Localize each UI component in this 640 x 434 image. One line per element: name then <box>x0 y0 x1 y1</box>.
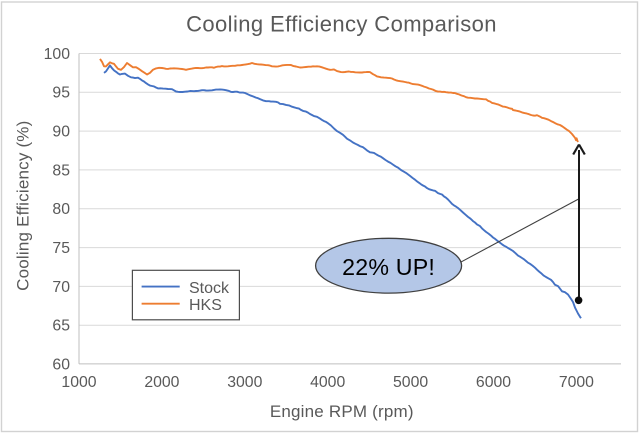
svg-text:95: 95 <box>52 85 70 102</box>
svg-text:Engine RPM (rpm): Engine RPM (rpm) <box>270 402 414 421</box>
svg-text:Cooling Efficiency Comparison: Cooling Efficiency Comparison <box>186 11 497 36</box>
svg-text:75: 75 <box>52 240 70 257</box>
svg-text:6000: 6000 <box>476 374 511 391</box>
svg-text:65: 65 <box>52 318 70 335</box>
svg-text:85: 85 <box>52 162 70 179</box>
svg-text:7000: 7000 <box>559 374 594 391</box>
svg-text:70: 70 <box>52 279 70 296</box>
svg-text:80: 80 <box>52 201 70 218</box>
svg-text:1000: 1000 <box>61 374 96 391</box>
svg-text:4000: 4000 <box>310 374 345 391</box>
svg-text:2000: 2000 <box>144 374 179 391</box>
svg-text:5000: 5000 <box>393 374 428 391</box>
svg-text:HKS: HKS <box>189 297 222 314</box>
svg-text:Cooling Efficiency (%): Cooling Efficiency (%) <box>14 121 33 291</box>
svg-text:60: 60 <box>52 356 70 373</box>
svg-text:100: 100 <box>44 46 71 63</box>
svg-text:Stock: Stock <box>189 280 230 297</box>
svg-text:22% UP!: 22% UP! <box>342 254 435 280</box>
svg-text:3000: 3000 <box>227 374 262 391</box>
svg-text:90: 90 <box>52 124 70 141</box>
